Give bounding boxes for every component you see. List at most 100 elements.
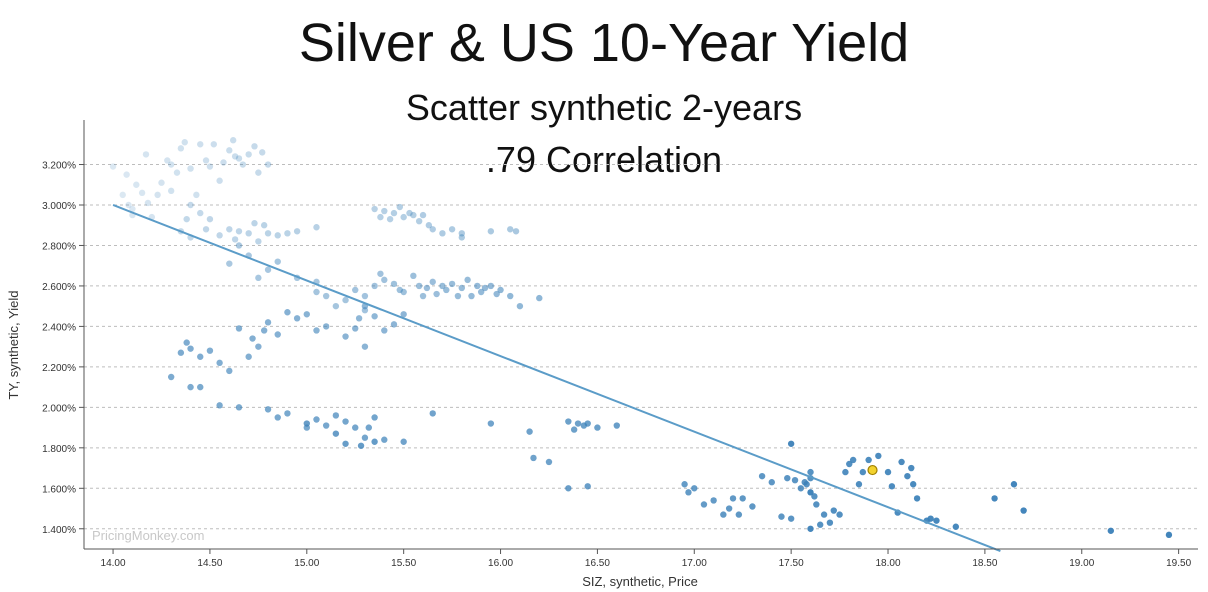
data-point: [807, 525, 814, 532]
data-point: [1165, 531, 1173, 539]
x-tick-label: 15.00: [294, 558, 319, 569]
data-point: [875, 452, 882, 460]
data-point: [173, 169, 181, 176]
x-tick-label: 14.50: [197, 558, 222, 569]
data-point: [197, 383, 204, 391]
x-axis-label: SIZ, synthetic, Price: [582, 574, 698, 589]
data-point: [206, 163, 214, 170]
data-point: [803, 481, 810, 488]
data-point: [264, 230, 272, 237]
data-point: [584, 483, 591, 490]
data-point: [749, 503, 756, 510]
data-point: [474, 282, 481, 290]
x-tick-label: 17.50: [779, 558, 804, 569]
data-point: [352, 286, 359, 294]
data-point: [352, 325, 359, 332]
data-point: [255, 274, 262, 282]
data-point: [284, 410, 291, 417]
data-point: [220, 159, 227, 166]
data-point: [355, 315, 363, 322]
data-point: [487, 420, 495, 427]
data-point: [807, 489, 814, 496]
data-point: [512, 228, 520, 235]
data-point: [570, 426, 578, 433]
data-point: [303, 311, 310, 318]
data-point: [264, 266, 272, 273]
data-point: [235, 155, 243, 162]
data-point: [245, 151, 252, 158]
data-point: [235, 228, 243, 235]
data-point: [735, 511, 743, 518]
data-point: [410, 272, 417, 280]
y-tick-label: 2.600%: [42, 282, 76, 293]
data-point: [381, 327, 388, 334]
data-point: [415, 217, 423, 225]
data-point: [197, 353, 204, 360]
x-tick-label: 17.00: [682, 558, 707, 569]
data-point: [216, 359, 223, 367]
data-point: [820, 511, 828, 518]
data-point: [739, 495, 746, 502]
data-point: [158, 179, 165, 186]
data-point: [530, 454, 537, 462]
data-point: [129, 205, 136, 213]
data-point: [365, 424, 372, 431]
data-point: [787, 515, 795, 522]
data-point: [406, 209, 413, 217]
data-point: [202, 157, 210, 164]
data-point: [507, 292, 514, 300]
data-point: [396, 203, 403, 211]
data-point: [381, 276, 388, 284]
data-point: [400, 213, 407, 221]
y-tick-label: 1.600%: [42, 484, 76, 495]
data-point: [613, 422, 620, 429]
data-point: [342, 333, 349, 340]
data-point: [274, 331, 281, 338]
x-tick-label: 19.50: [1166, 558, 1191, 569]
data-point: [377, 213, 384, 221]
data-point: [725, 505, 733, 512]
data-point: [536, 294, 543, 302]
data-point: [293, 228, 301, 235]
data-point: [768, 479, 775, 486]
data-point: [206, 347, 214, 354]
data-point: [487, 282, 495, 290]
data-point: [400, 438, 407, 445]
data-point: [229, 137, 237, 144]
data-point: [419, 211, 427, 219]
data-point: [264, 319, 272, 326]
data-point: [826, 519, 834, 526]
y-tick-label: 3.000%: [42, 201, 76, 212]
data-point: [526, 428, 533, 435]
data-point: [927, 515, 934, 522]
data-point: [787, 440, 795, 447]
data-point: [842, 468, 849, 476]
data-point: [497, 286, 504, 294]
data-point: [167, 373, 175, 381]
data-point: [274, 232, 281, 239]
data-point: [481, 284, 489, 292]
data-point: [729, 495, 737, 502]
data-point: [1020, 507, 1027, 514]
data-point: [235, 242, 243, 249]
data-point: [313, 327, 320, 334]
data-point: [811, 493, 818, 500]
data-point: [784, 474, 791, 482]
data-point: [197, 209, 204, 217]
data-point: [216, 402, 223, 409]
trendline: [112, 204, 1001, 552]
data-point: [584, 420, 591, 427]
y-axis-label: TY, synthetic, Yield: [6, 291, 21, 400]
data-point: [183, 339, 190, 346]
data-point: [352, 424, 359, 431]
data-point: [778, 513, 785, 520]
data-point: [545, 458, 553, 466]
data-point: [231, 153, 239, 160]
x-tick-label: 16.00: [488, 558, 513, 569]
axes: 1.400% 1.600% 1.800% 2.000% 2.200% 2.400% 2.60…: [42, 120, 1198, 569]
data-points: [109, 137, 1173, 539]
data-point: [477, 288, 485, 296]
x-tick-label: 18.00: [876, 558, 901, 569]
data-point: [226, 147, 233, 154]
data-point: [807, 468, 814, 476]
